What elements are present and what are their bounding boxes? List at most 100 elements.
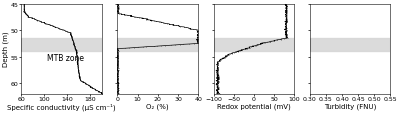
Point [343, 42, 350, 43]
Point [343, 40, 349, 42]
Point [318, 35, 324, 37]
Point [339, 38, 345, 40]
Point [314, 24, 320, 26]
Point [347, 89, 353, 90]
Point [309, 16, 316, 17]
Point [344, 61, 350, 63]
Point [316, 29, 322, 31]
Point [310, 13, 317, 15]
Point [345, 74, 351, 76]
Point [314, 29, 320, 31]
Point [363, 58, 369, 60]
Point [360, 78, 366, 80]
Point [354, 88, 361, 90]
Point [348, 75, 354, 77]
Point [310, 5, 316, 7]
Point [309, 11, 316, 12]
Point [311, 8, 317, 10]
Point [339, 43, 345, 45]
Point [347, 67, 354, 69]
Point [365, 56, 371, 58]
Point [358, 82, 364, 84]
Point [313, 20, 319, 22]
Point [355, 49, 362, 51]
Point [346, 78, 353, 79]
Point [311, 9, 318, 11]
Point [310, 15, 317, 17]
Point [356, 54, 363, 55]
Point [310, 6, 316, 8]
Point [380, 64, 386, 66]
Point [348, 58, 354, 59]
Point [317, 33, 323, 35]
Point [316, 32, 323, 33]
Point [319, 32, 325, 34]
Point [309, 7, 315, 9]
Point [376, 67, 382, 69]
Point [356, 84, 362, 86]
Point [309, 9, 315, 11]
Point [346, 79, 353, 81]
Point [355, 73, 361, 75]
Point [348, 60, 355, 62]
Point [360, 82, 366, 84]
Point [375, 62, 381, 64]
Point [342, 89, 349, 91]
Point [309, 11, 315, 13]
Point [315, 23, 322, 25]
Point [363, 51, 370, 52]
Point [350, 78, 356, 80]
Point [317, 35, 323, 37]
Point [345, 56, 351, 58]
Point [363, 90, 369, 92]
Point [366, 50, 372, 52]
Point [362, 82, 369, 84]
Point [368, 71, 375, 73]
Point [382, 71, 389, 72]
Point [344, 57, 350, 59]
Point [358, 58, 364, 60]
Point [348, 46, 354, 48]
Point [362, 73, 369, 75]
Point [347, 58, 353, 60]
Point [350, 64, 357, 66]
Point [310, 7, 316, 8]
Point [364, 72, 370, 73]
Point [351, 74, 357, 76]
Point [312, 23, 319, 25]
Point [345, 72, 352, 74]
Point [365, 93, 371, 95]
Point [309, 16, 316, 17]
Point [309, 19, 316, 21]
Point [346, 87, 352, 89]
Point [378, 71, 385, 73]
Point [318, 28, 324, 30]
Point [317, 24, 324, 25]
Point [351, 79, 358, 81]
Point [357, 83, 363, 85]
Point [350, 58, 356, 60]
Point [353, 80, 360, 82]
Point [343, 73, 349, 75]
Point [316, 22, 323, 24]
Point [374, 65, 380, 67]
Point [328, 40, 334, 42]
Point [354, 84, 360, 85]
Point [315, 20, 321, 22]
Point [359, 86, 366, 88]
Point [350, 54, 356, 56]
Point [310, 4, 316, 6]
Point [315, 28, 322, 30]
Point [369, 52, 376, 54]
Point [318, 26, 324, 27]
Point [363, 66, 370, 67]
Point [347, 68, 353, 70]
Point [316, 27, 323, 29]
Point [316, 26, 323, 27]
Point [346, 65, 352, 66]
Point [368, 69, 374, 71]
Point [313, 21, 320, 23]
Point [348, 48, 354, 50]
Point [364, 84, 370, 86]
Point [373, 68, 380, 69]
